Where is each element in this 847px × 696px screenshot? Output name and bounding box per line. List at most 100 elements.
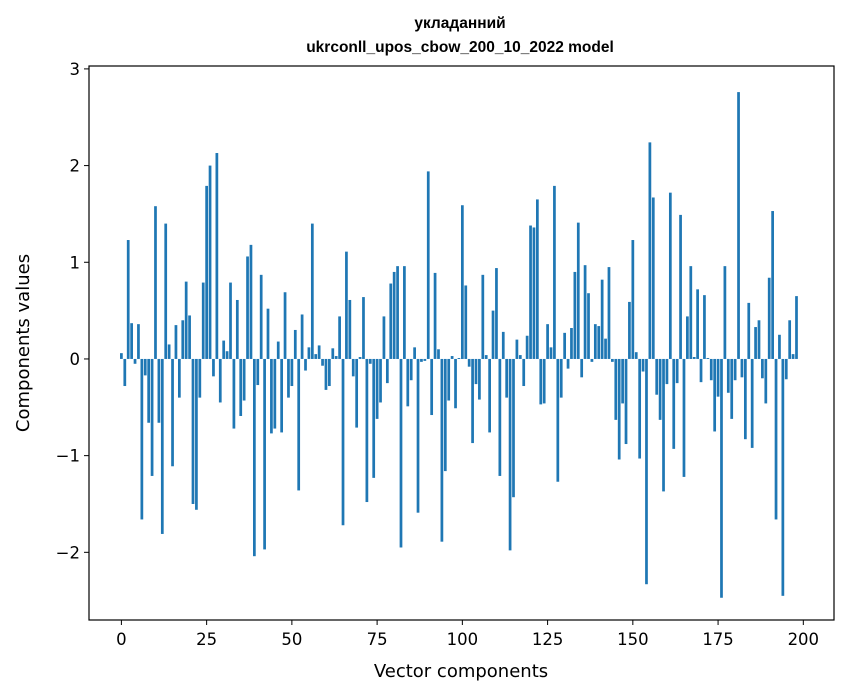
bar (696, 289, 699, 359)
y-tick-label: 2 (70, 157, 81, 176)
bar (334, 356, 338, 359)
bar (437, 349, 440, 359)
bar (338, 316, 341, 359)
bar (573, 271, 577, 359)
bar (478, 358, 481, 400)
bar (409, 358, 413, 381)
bar (628, 301, 631, 359)
bar (160, 358, 164, 534)
bar (600, 279, 604, 359)
bar (495, 268, 498, 359)
bar (498, 358, 502, 476)
bar (580, 358, 584, 378)
bar (559, 358, 563, 398)
bar (276, 341, 280, 359)
bar (563, 332, 567, 359)
bar (597, 326, 601, 359)
bar (300, 314, 304, 359)
plot-area-frame (88, 65, 835, 621)
bar (672, 358, 676, 449)
bar (570, 328, 573, 359)
bar (645, 358, 648, 585)
bar (392, 271, 396, 359)
bar (447, 358, 451, 401)
bar (553, 185, 556, 359)
bar (198, 358, 202, 398)
bar (604, 338, 607, 359)
bar (177, 358, 181, 398)
y-axis-ticks: −2 −1 0 1 2 3 (56, 60, 89, 562)
bar (566, 358, 570, 369)
bar (341, 358, 345, 526)
bar (501, 331, 505, 359)
bar (205, 185, 208, 359)
bar (413, 347, 416, 359)
bar (576, 222, 580, 359)
bar (611, 358, 614, 362)
bar (515, 339, 519, 359)
bar (638, 358, 642, 459)
bar (351, 358, 355, 377)
bar (641, 358, 645, 372)
bar (706, 357, 710, 359)
x-axis-ticks: 0 25 50 75 100 125 150 175 200 (116, 620, 819, 649)
bar (590, 358, 594, 362)
bar (331, 348, 335, 359)
bar (375, 358, 379, 419)
bar (522, 358, 526, 387)
y-tick-label: 3 (70, 60, 81, 79)
bar (280, 358, 284, 433)
bar (549, 347, 553, 359)
bar (546, 324, 549, 359)
bar (781, 358, 785, 596)
bar (372, 358, 376, 478)
bar (767, 277, 771, 359)
bar (583, 265, 587, 359)
bar (525, 335, 529, 359)
bar (368, 358, 372, 364)
bar (140, 358, 144, 520)
bar (253, 358, 256, 557)
bar (420, 358, 423, 362)
bar (481, 274, 485, 359)
bar (542, 358, 546, 404)
y-tick-label: 0 (70, 350, 81, 369)
bar (171, 358, 174, 467)
chart-title-line-1: укладанний (414, 15, 505, 32)
bar (174, 325, 178, 359)
x-tick-label: 175 (702, 630, 734, 649)
bar (310, 223, 314, 359)
bar (307, 347, 311, 359)
bar (242, 358, 246, 401)
bar (167, 344, 171, 359)
bar (747, 302, 751, 359)
bar (491, 310, 495, 359)
bar (396, 266, 399, 359)
bar (675, 358, 679, 384)
bar (222, 340, 226, 359)
bar (692, 357, 696, 359)
bar (679, 214, 682, 359)
bar (433, 272, 437, 359)
bar (290, 358, 294, 387)
bar (689, 266, 693, 359)
bar (771, 211, 774, 359)
bar (225, 351, 229, 359)
bar (484, 355, 488, 359)
bar (215, 153, 219, 359)
bar (184, 281, 188, 359)
bar (464, 285, 468, 359)
bar (754, 327, 757, 359)
bar (720, 358, 723, 598)
bar (188, 315, 191, 359)
bar (130, 323, 133, 359)
x-tick-label: 125 (532, 630, 564, 649)
bar (235, 299, 239, 359)
x-tick-label: 100 (447, 630, 479, 649)
y-tick-label: −1 (56, 447, 80, 466)
bar (457, 357, 461, 359)
bar (737, 92, 740, 359)
x-tick-label: 50 (281, 630, 302, 649)
bar (529, 225, 532, 359)
